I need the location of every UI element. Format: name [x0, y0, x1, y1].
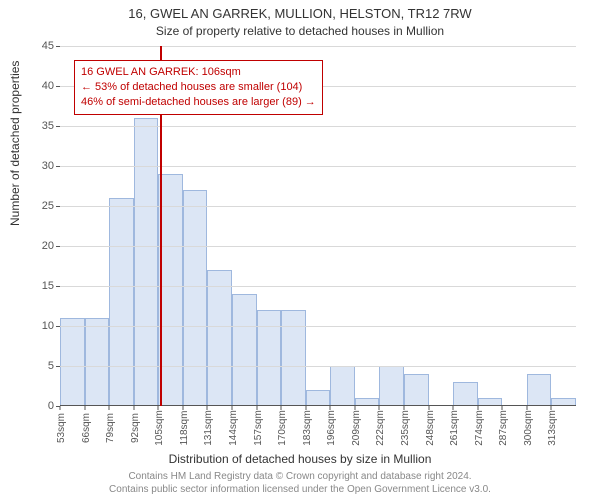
attribution-line-2: Contains public sector information licen…	[0, 484, 600, 497]
x-axis-label: Distribution of detached houses by size …	[0, 452, 600, 466]
x-tick-label: 209sqm	[351, 410, 362, 446]
x-tick-mark	[84, 406, 85, 410]
x-tick-label: 131sqm	[203, 410, 214, 446]
x-tick-label: 105sqm	[154, 410, 165, 446]
histogram-bar	[453, 382, 478, 406]
x-tick-label: 222sqm	[375, 410, 386, 446]
x-tick-label: 53sqm	[56, 413, 67, 443]
x-tick-label: 287sqm	[498, 410, 509, 446]
grid-line	[60, 366, 576, 367]
x-tick-mark	[182, 406, 183, 410]
chart-area: 05101520253035404553sqm66sqm79sqm92sqm10…	[60, 46, 576, 406]
histogram-bar	[207, 270, 232, 406]
histogram-bar	[60, 318, 85, 406]
histogram-bar	[183, 190, 208, 406]
x-tick-label: 274sqm	[474, 410, 485, 446]
grid-line	[60, 166, 576, 167]
histogram-bar	[379, 366, 404, 406]
title-line-2: Size of property relative to detached ho…	[0, 24, 600, 38]
y-tick-label: 40	[42, 80, 54, 92]
grid-line	[60, 246, 576, 247]
x-tick-mark	[379, 406, 380, 410]
y-tick-label: 20	[42, 240, 54, 252]
x-tick-label: 196sqm	[326, 410, 337, 446]
y-tick-mark	[56, 246, 60, 247]
histogram-bar	[306, 390, 331, 406]
y-tick-mark	[56, 286, 60, 287]
grid-line	[60, 126, 576, 127]
x-tick-label: 79sqm	[105, 413, 116, 443]
x-tick-label: 118sqm	[179, 411, 190, 446]
y-axis-label: Number of detached properties	[8, 61, 22, 226]
x-tick-label: 261sqm	[449, 410, 460, 446]
x-tick-label: 170sqm	[277, 410, 288, 446]
y-tick-label: 45	[42, 40, 54, 52]
y-tick-label: 35	[42, 120, 54, 132]
annotation-line-2: ← 53% of detached houses are smaller (10…	[81, 80, 316, 95]
x-tick-label: 300sqm	[523, 410, 534, 446]
annotation-line-3: 46% of semi-detached houses are larger (…	[81, 95, 316, 110]
y-tick-mark	[56, 46, 60, 47]
x-tick-mark	[502, 406, 503, 410]
histogram-bar	[232, 294, 257, 406]
x-tick-mark	[256, 406, 257, 410]
histogram-bar	[257, 310, 282, 406]
grid-line	[60, 326, 576, 327]
annotation-line-1: 16 GWEL AN GARREK: 106sqm	[81, 65, 316, 80]
x-tick-label: 66sqm	[81, 413, 92, 443]
x-tick-mark	[133, 406, 134, 410]
y-tick-mark	[56, 206, 60, 207]
attribution: Contains HM Land Registry data © Crown c…	[0, 471, 600, 496]
y-tick-label: 5	[48, 360, 54, 372]
title-line-1: 16, GWEL AN GARREK, MULLION, HELSTON, TR…	[0, 6, 600, 21]
grid-line	[60, 46, 576, 47]
histogram-bar	[85, 318, 110, 406]
x-tick-mark	[109, 406, 110, 410]
x-tick-label: 92sqm	[130, 413, 141, 443]
grid-line	[60, 286, 576, 287]
x-tick-label: 313sqm	[547, 410, 558, 446]
x-tick-label: 235sqm	[400, 410, 411, 446]
y-tick-mark	[56, 166, 60, 167]
histogram-bar	[109, 198, 134, 406]
x-tick-label: 183sqm	[302, 410, 313, 446]
histogram-bar	[330, 366, 355, 406]
x-tick-mark	[526, 406, 527, 410]
y-tick-mark	[56, 366, 60, 367]
x-tick-mark	[232, 406, 233, 410]
x-tick-mark	[60, 406, 61, 410]
y-tick-label: 30	[42, 160, 54, 172]
x-tick-label: 144sqm	[228, 410, 239, 446]
x-tick-mark	[428, 406, 429, 410]
histogram-bar	[134, 118, 159, 406]
y-tick-mark	[56, 86, 60, 87]
y-tick-label: 10	[42, 320, 54, 332]
y-tick-label: 25	[42, 200, 54, 212]
y-tick-mark	[56, 326, 60, 327]
histogram-bar	[281, 310, 306, 406]
x-tick-mark	[453, 406, 454, 410]
x-tick-mark	[305, 406, 306, 410]
grid-line	[60, 206, 576, 207]
histogram-bar	[404, 374, 429, 406]
y-tick-label: 0	[48, 400, 54, 412]
x-tick-mark	[404, 406, 405, 410]
x-tick-label: 248sqm	[425, 410, 436, 446]
x-tick-mark	[477, 406, 478, 410]
x-tick-mark	[207, 406, 208, 410]
annotation-callout: 16 GWEL AN GARREK: 106sqm← 53% of detach…	[74, 60, 323, 115]
x-tick-mark	[330, 406, 331, 410]
x-tick-label: 157sqm	[253, 410, 264, 446]
x-axis-line	[60, 405, 576, 406]
x-tick-mark	[158, 406, 159, 410]
histogram-bar	[527, 374, 552, 406]
y-tick-mark	[56, 126, 60, 127]
y-tick-label: 15	[42, 280, 54, 292]
x-tick-mark	[551, 406, 552, 410]
x-tick-mark	[281, 406, 282, 410]
attribution-line-1: Contains HM Land Registry data © Crown c…	[0, 471, 600, 484]
x-tick-mark	[354, 406, 355, 410]
